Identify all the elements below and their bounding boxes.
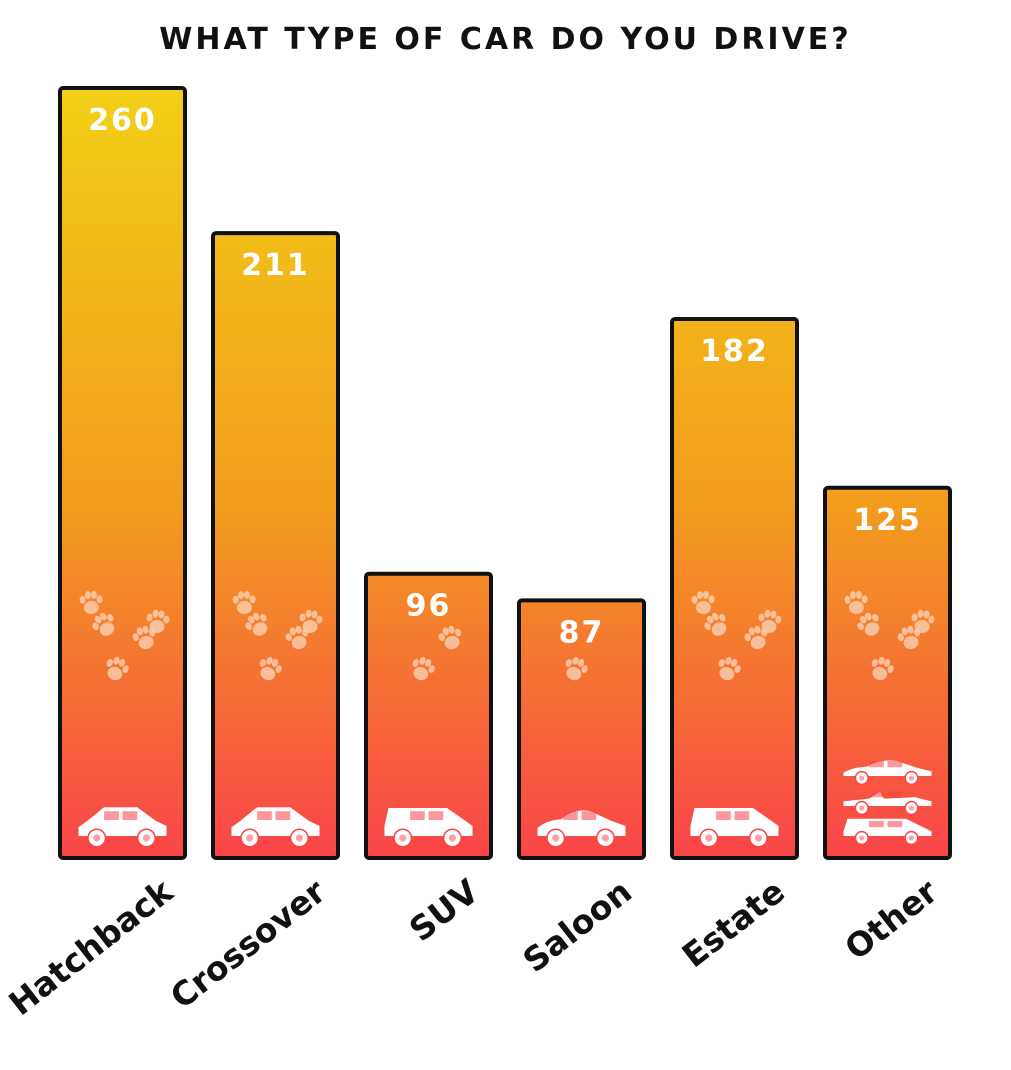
value-label-estate: 182: [700, 334, 769, 369]
estate-car-icon: [690, 808, 779, 848]
saloon-car-icon: [537, 810, 626, 848]
bars-layer: 260 Hatchback 211 Crossover 96 SUV 87 Saloon 182…: [1, 86, 952, 1023]
value-label-saloon: 87: [559, 615, 605, 650]
bar-other: [823, 485, 952, 860]
category-label-hatchback: Hatchback: [1, 871, 180, 1023]
bar-estate: [670, 317, 799, 860]
mpv-car-icon: [843, 818, 932, 846]
bar-hatchback: [58, 86, 187, 860]
value-label-suv: 96: [406, 589, 452, 624]
value-label-crossover: 211: [241, 248, 310, 283]
bar-saloon: [517, 598, 646, 860]
chart-title: WHAT TYPE OF CAR DO YOU DRIVE?: [159, 22, 852, 57]
value-label-hatchback: 260: [88, 103, 157, 138]
category-label-other: Other: [837, 871, 945, 967]
category-label-suv: SUV: [402, 871, 486, 949]
crossover-car-icon: [231, 807, 320, 848]
coupe-car-icon: [843, 760, 932, 786]
value-label-other: 125: [853, 503, 922, 538]
category-label-estate: Estate: [675, 872, 792, 976]
category-label-crossover: Crossover: [163, 871, 334, 1016]
hatchback-car-icon: [78, 807, 167, 848]
convertible-car-icon: [843, 791, 932, 816]
bar-suv: [364, 571, 493, 860]
suv-car-icon: [384, 808, 473, 848]
category-label-saloon: Saloon: [515, 872, 638, 980]
bar-crossover: [211, 231, 340, 861]
